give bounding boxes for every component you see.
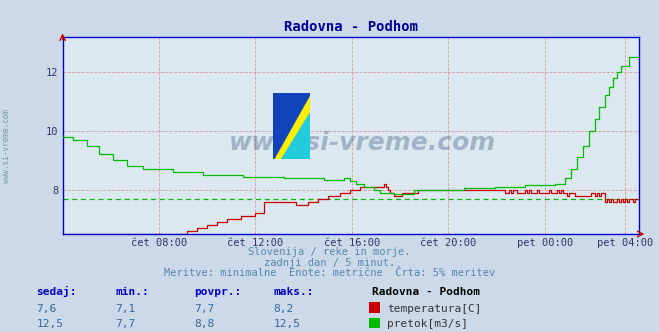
Text: 7,7: 7,7 [194, 304, 215, 314]
Text: temperatura[C]: temperatura[C] [387, 304, 481, 314]
Text: Meritve: minimalne  Enote: metrične  Črta: 5% meritev: Meritve: minimalne Enote: metrične Črta:… [164, 268, 495, 278]
Text: min.:: min.: [115, 287, 149, 297]
Polygon shape [273, 93, 310, 159]
Text: 7,1: 7,1 [115, 304, 136, 314]
Text: 12,5: 12,5 [36, 319, 63, 329]
Text: Slovenija / reke in morje.: Slovenija / reke in morje. [248, 247, 411, 257]
Text: 12,5: 12,5 [273, 319, 301, 329]
Polygon shape [281, 112, 310, 159]
Text: zadnji dan / 5 minut.: zadnji dan / 5 minut. [264, 258, 395, 268]
Text: 7,6: 7,6 [36, 304, 57, 314]
Text: maks.:: maks.: [273, 287, 314, 297]
Text: povpr.:: povpr.: [194, 287, 242, 297]
Text: www.si-vreme.com: www.si-vreme.com [229, 131, 496, 155]
Text: sedaj:: sedaj: [36, 286, 76, 297]
Text: www.si-vreme.com: www.si-vreme.com [2, 109, 11, 183]
Text: 8,2: 8,2 [273, 304, 294, 314]
Polygon shape [273, 93, 310, 159]
Text: pretok[m3/s]: pretok[m3/s] [387, 319, 468, 329]
Text: 8,8: 8,8 [194, 319, 215, 329]
Title: Radovna - Podhom: Radovna - Podhom [284, 20, 418, 34]
Text: Radovna - Podhom: Radovna - Podhom [372, 287, 480, 297]
Text: 7,7: 7,7 [115, 319, 136, 329]
